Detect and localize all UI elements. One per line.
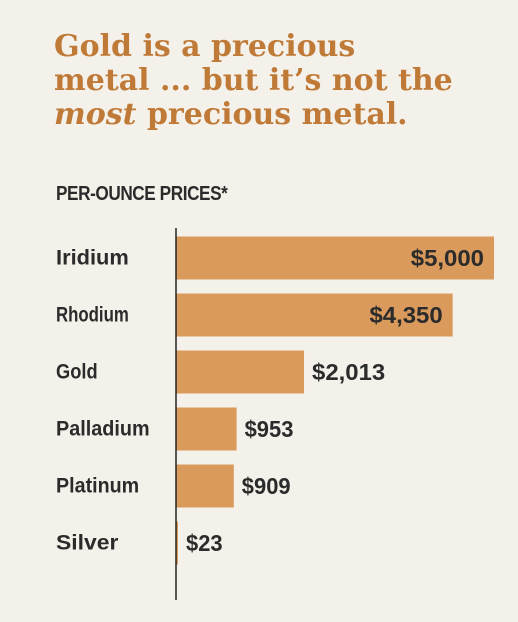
bar-gold — [176, 350, 305, 394]
category-label: Silver — [56, 532, 118, 555]
title-line-3: most precious metal. — [54, 98, 494, 132]
bar-platinum — [176, 464, 234, 508]
bar-silver — [176, 521, 178, 565]
bar-rhodium — [176, 293, 453, 337]
category-label: Rhodium — [56, 304, 129, 327]
category-label: Platinum — [56, 475, 139, 498]
category-label: Gold — [56, 361, 98, 384]
category-label: Iridium — [56, 247, 129, 270]
category-label: Palladium — [56, 418, 150, 441]
value-label: $2,013 — [312, 359, 385, 385]
title-line-2: metal ... but it’s not the — [54, 63, 453, 98]
value-label: $953 — [245, 416, 294, 442]
value-label: $4,350 — [369, 302, 442, 328]
title-emphasis: most — [54, 97, 137, 132]
chart-title: Gold is a precious metal ... but it’s no… — [54, 30, 494, 132]
value-label: $5,000 — [411, 245, 484, 271]
value-label: $909 — [242, 473, 291, 499]
chart-subtitle: PER-OUNCE PRICES* — [56, 183, 228, 205]
value-label: $23 — [186, 530, 223, 556]
bar-palladium — [176, 407, 237, 451]
title-line-1: Gold is a precious — [54, 29, 356, 64]
bar-iridium — [176, 236, 494, 280]
title-line-3-rest: precious metal. — [136, 97, 408, 132]
